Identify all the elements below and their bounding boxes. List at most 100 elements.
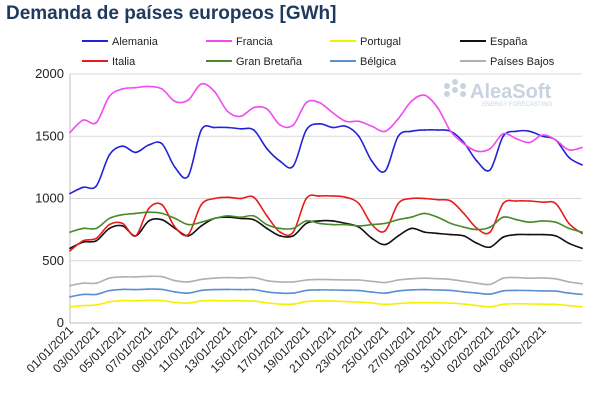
data-point	[134, 86, 137, 89]
legend-label: Países Bajos	[490, 56, 555, 68]
data-point	[515, 276, 518, 279]
data-point	[305, 197, 308, 200]
data-point	[397, 302, 400, 305]
data-point	[436, 289, 439, 291]
legend-label: Gran Bretaña	[236, 56, 303, 68]
data-point	[462, 235, 465, 237]
data-point	[226, 196, 229, 199]
line-alemania	[69, 122, 583, 195]
data-point	[423, 212, 426, 215]
data-point	[279, 281, 281, 283]
data-point	[515, 130, 518, 133]
series-belgica	[69, 288, 583, 298]
data-point	[108, 289, 111, 292]
data-point	[554, 235, 557, 237]
data-point	[384, 222, 386, 225]
data-point	[69, 249, 71, 252]
data-point	[436, 106, 439, 109]
data-point	[292, 231, 295, 234]
data-point	[554, 277, 557, 280]
data-point	[82, 304, 84, 307]
data-point	[187, 99, 190, 101]
data-point	[357, 120, 360, 123]
data-point	[226, 215, 229, 217]
data-point	[357, 279, 360, 281]
data-point	[266, 215, 268, 217]
data-point	[331, 300, 334, 302]
y-tick-label: 0	[57, 315, 64, 330]
data-point	[318, 278, 321, 281]
legend-item-paises-bajos: Países Bajos	[460, 56, 555, 68]
data-point	[581, 293, 583, 296]
data-point	[187, 223, 190, 226]
data-point	[108, 154, 111, 156]
data-point	[200, 203, 203, 206]
data-point	[279, 292, 281, 294]
watermark-tagline: ENERGY FORECASTING	[482, 102, 553, 108]
data-point	[226, 126, 229, 129]
data-point	[305, 129, 308, 131]
data-point	[187, 292, 190, 294]
data-point	[384, 292, 386, 294]
data-point	[161, 142, 163, 145]
data-point	[226, 299, 229, 302]
legend-item-espana: España	[460, 36, 528, 48]
data-point	[502, 135, 505, 138]
data-point	[95, 304, 98, 306]
data-point	[554, 221, 557, 224]
line-francia	[69, 82, 583, 153]
data-point	[357, 225, 360, 227]
data-point	[213, 217, 216, 220]
data-point	[436, 232, 439, 235]
data-point	[331, 195, 334, 197]
data-point	[69, 247, 71, 250]
data-point	[69, 284, 71, 287]
data-point	[502, 303, 505, 306]
data-point	[436, 277, 439, 280]
data-point	[266, 301, 268, 304]
data-point	[384, 230, 386, 232]
data-point	[121, 288, 124, 291]
data-point	[213, 126, 216, 129]
data-point	[502, 290, 505, 292]
data-point	[108, 277, 111, 280]
data-point	[357, 301, 360, 303]
data-point	[266, 291, 268, 293]
data-point	[436, 129, 439, 131]
data-point	[357, 135, 360, 138]
data-point	[581, 232, 583, 235]
data-point	[502, 236, 505, 239]
legend-label: Francia	[236, 36, 274, 48]
data-point	[476, 228, 478, 231]
legend-label: Bélgica	[360, 56, 397, 68]
data-point	[318, 289, 321, 291]
data-point	[95, 121, 98, 124]
data-point	[82, 186, 84, 189]
data-point	[95, 239, 98, 242]
data-point	[187, 175, 190, 178]
data-point	[449, 289, 452, 292]
data-point	[476, 242, 478, 245]
data-point	[187, 233, 190, 236]
data-point	[174, 301, 176, 304]
data-point	[147, 85, 150, 88]
data-point	[69, 192, 71, 195]
data-point	[331, 220, 334, 222]
y-tick-label: 2000	[35, 66, 64, 81]
data-point	[108, 300, 111, 303]
data-point	[410, 289, 413, 291]
data-point	[200, 83, 203, 85]
data-point	[82, 282, 84, 285]
data-point	[82, 227, 84, 230]
data-point	[239, 127, 242, 130]
data-point	[134, 299, 137, 302]
data-point	[161, 88, 163, 90]
series-gran-bretana	[69, 211, 583, 234]
data-point	[344, 289, 347, 292]
data-point	[134, 276, 137, 278]
data-point	[357, 202, 360, 205]
legend: Alemania Francia Portugal España Italia Gran …	[82, 36, 555, 68]
data-point	[554, 202, 557, 205]
line-gran-bretana	[69, 211, 583, 233]
